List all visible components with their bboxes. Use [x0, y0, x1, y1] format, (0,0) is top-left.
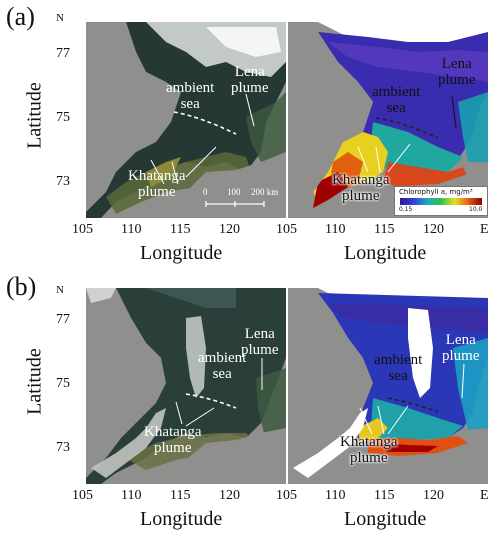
panel-a-right-ambient-sea-label: ambient sea [372, 84, 421, 116]
panel-b-right-longitude-label: Longitude [344, 508, 427, 530]
panel-b-true-color-image [86, 288, 286, 484]
panel-b-lon-tick: 110 [325, 488, 346, 503]
panel-a-chlorophyll-map: Lena plume ambient sea Khatanga plume Chlor… [288, 22, 488, 218]
panel-a-true-color-image [86, 22, 286, 218]
panel-b-chlorophyll-image [288, 288, 488, 484]
panel-a-lon-tick: 120 [219, 222, 240, 237]
panel-a-right-longitude-label: Longitude [344, 242, 427, 264]
panel-b-chlorophyll-map: Lena plume ambient sea Khatanga plume [288, 288, 488, 484]
panel-a-lat-tick: 77 [56, 46, 70, 61]
panel-b-lat-tick: 75 [56, 376, 70, 391]
panel-b-true-color-map: Lena plume ambient sea Khatanga plume [86, 288, 286, 484]
panel-a-right-khatanga-plume-label: Khatanga plume [332, 172, 390, 204]
panel-a-left-longitude-label: Longitude [140, 242, 223, 264]
panel-b-right-khatanga-plume-label: Khatanga plume [340, 434, 398, 466]
panel-b-left-khatanga-plume-label: Khatanga plume [144, 424, 202, 456]
panel-b-lat-tick: 73 [56, 440, 70, 455]
panel-b-lat-tick: 77 [56, 312, 70, 327]
panel-a-lon-tick: 110 [121, 222, 142, 237]
panel-b-latitude-label: Latitude [23, 348, 46, 415]
scale-bar-label: 100 [227, 187, 241, 197]
panel-b-left-ambient-sea-label: ambient sea [198, 350, 247, 382]
panel-a-lon-tick: 115 [374, 222, 395, 237]
panel-a-lon-tick: 105 [276, 222, 297, 237]
scale-bar-label: 200 km [251, 187, 279, 197]
chlorophyll-legend: Chlorophyll a, mg/m³ 0.15 10.0 [394, 186, 488, 216]
legend-min-label: 0.15 [399, 206, 413, 213]
panel-a-lon-tick: 115 [170, 222, 191, 237]
legend-max-label: 10.0 [469, 206, 483, 213]
panel-a-lon-tick: 120 [423, 222, 444, 237]
panel-a-true-color-map: Lena plume ambient sea Khatanga plume 0 100… [86, 22, 286, 218]
panel-b-lon-tick: 110 [121, 488, 142, 503]
panel-b-lon-tick: 105 [276, 488, 297, 503]
panel-b-lon-tick: 115 [170, 488, 191, 503]
panel-a-left-lena-plume-label: Lena plume [231, 64, 269, 96]
panel-b-right-lena-plume-label: Lena plume [442, 332, 480, 364]
legend-title: Chlorophyll a, mg/m³ [399, 188, 473, 196]
panel-a-left-ambient-sea-label: ambient sea [166, 80, 215, 112]
panel-b-lon-tick: 105 [72, 488, 93, 503]
panel-b-north-label: N [56, 284, 64, 296]
panel-a-lon-tick: 105 [72, 222, 93, 237]
panel-a-lat-tick: 73 [56, 174, 70, 189]
legend-color-bar [400, 198, 482, 205]
panel-b-lon-tick: 120 [423, 488, 444, 503]
panel-a-east-label: E [480, 222, 489, 237]
panel-a-letter: (a) [6, 2, 35, 31]
panel-a-left-khatanga-plume-label: Khatanga plume [128, 168, 186, 200]
panel-a-lat-tick: 75 [56, 110, 70, 125]
panel-a-lon-tick: 110 [325, 222, 346, 237]
scale-bar-label: 0 [203, 187, 208, 197]
panel-a-north-label: N [56, 12, 64, 24]
panel-b-left-longitude-label: Longitude [140, 508, 223, 530]
panel-b-right-ambient-sea-label: ambient sea [374, 352, 423, 384]
panel-b-lon-tick: 120 [219, 488, 240, 503]
panel-b-east-label: E [480, 488, 489, 503]
panel-b-lon-tick: 115 [374, 488, 395, 503]
panel-b-letter: (b) [6, 272, 37, 301]
panel-b-left-lena-plume-label: Lena plume [241, 326, 279, 358]
panel-a-latitude-label: Latitude [23, 82, 46, 149]
panel-a-right-lena-plume-label: Lena plume [438, 56, 476, 88]
